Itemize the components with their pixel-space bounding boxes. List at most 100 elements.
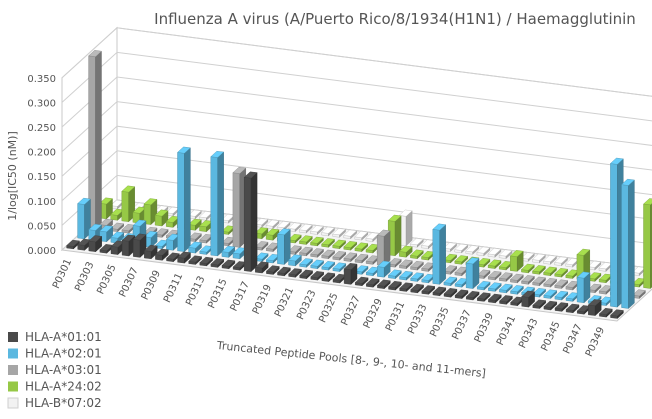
bar-HLA-A*01:01-P0340 — [499, 295, 513, 305]
bar-HLA-A*02:01-P0334 — [443, 276, 458, 287]
bar-HLA-A*02:01-P0324 — [332, 262, 347, 273]
bar-HLA-A*01:01-P0337 — [465, 290, 480, 301]
y-gridline — [61, 101, 652, 171]
bar-HLA-A*24:02-P0339 — [520, 263, 535, 274]
bar-HLA-A*02:01-P0346 — [576, 271, 591, 304]
bar-HLA-A*01:01-P0323 — [310, 271, 325, 281]
bar-HLA-A*01:01-P0311 — [177, 251, 191, 264]
bar-HLA-A*01:01-P0321 — [288, 268, 302, 278]
bar-HLA-A*01:01-P0322 — [299, 269, 314, 280]
bar-HLA-A*02:01-P0321 — [299, 258, 313, 268]
y-axis-label: 1/log[IC50 (nM)] — [6, 131, 19, 221]
legend-item: HLA-A*24:02 — [8, 380, 102, 394]
bar-HLA-A*02:01-P0311 — [188, 241, 202, 254]
bar-HLA-B*07:02-P0333 — [465, 245, 480, 255]
bar-HLA-A*03:01-P0316 — [254, 241, 269, 251]
bar-HLA-A*01:01-P0344 — [543, 300, 558, 311]
bar-HLA-A*02:01-P0338 — [487, 282, 502, 292]
y-tick-label: 0.300 — [27, 98, 56, 109]
bar-HLA-B*07:02-P0323 — [354, 231, 369, 241]
chart-title: Influenza A virus (A/Puerto Rico/8/1934(… — [154, 10, 636, 28]
bar-HLA-A*24:02-P0321 — [321, 238, 335, 248]
bar-HLA-A*24:02-P0341 — [543, 266, 557, 277]
bar-HLA-A*24:02-P0319 — [298, 235, 313, 245]
y-tick-label: 0.050 — [27, 221, 56, 232]
legend-swatch — [8, 332, 18, 342]
bar-HLA-A*02:01-P0339 — [498, 283, 513, 294]
bar-HLA-B*07:02-P0328 — [409, 238, 424, 248]
bar-HLA-A*01:01-P0317 — [243, 171, 258, 273]
bar-HLA-B*07:02-P0341 — [554, 256, 568, 267]
bar-HLA-A*01:01-P0330 — [388, 280, 402, 291]
bar-HLA-A*03:01-P0340 — [521, 275, 535, 285]
bar-HLA-A*02:01-P0329 — [387, 269, 402, 280]
legend-swatch — [8, 381, 18, 392]
bar-HLA-B*07:02-P0339 — [531, 253, 546, 264]
legend-item: HLA-B*07:02 — [7, 396, 102, 410]
bar-HLA-A*03:01-P0324 — [343, 252, 358, 263]
bar-HLA-A*02:01-P0343 — [543, 289, 558, 299]
x-tick-label: P0325 — [317, 291, 340, 324]
bar-HLA-A*03:01-P0325 — [354, 253, 369, 264]
bar-HLA-A*01:01-P0335 — [443, 288, 458, 298]
x-tick-label: P0319 — [251, 283, 274, 316]
bar-HLA-A*02:01-P0323 — [321, 261, 336, 271]
bar-HLA-A*24:02-P0324 — [354, 242, 369, 253]
x-tick-label: P0331 — [384, 300, 407, 333]
bar-HLA-A*02:01-P0317 — [254, 252, 269, 263]
bar-HLA-A*03:01-P0321 — [310, 248, 324, 258]
bar-HLA-A*02:01-P0301 — [77, 197, 91, 240]
legend-label: HLA-A*24:02 — [25, 380, 102, 394]
y-gridline — [61, 125, 652, 196]
bar-HLA-A*24:02-P0320 — [310, 236, 324, 247]
x-tick-label: P0321 — [273, 286, 296, 319]
y-gridline — [61, 76, 652, 146]
y-gridline — [61, 27, 652, 97]
bar-HLA-A*01:01-P0303 — [88, 235, 103, 253]
bar-HLA-B*07:02-P0320 — [321, 226, 335, 237]
bar-HLA-A*01:01-P0320 — [277, 266, 291, 277]
legend-label: HLA-A*02:01 — [25, 347, 102, 361]
y-tick-label: 0.150 — [27, 172, 56, 183]
bar-HLA-A*02:01-P0344 — [554, 290, 569, 301]
bar-HLA-A*01:01-P0349 — [598, 307, 613, 318]
x-tick-label: P0327 — [340, 294, 363, 327]
y-tick-label: 0.250 — [27, 123, 56, 134]
bar-HLA-B*07:02-P0308 — [187, 209, 202, 220]
chart-bars — [66, 50, 652, 319]
y-gridline — [61, 51, 652, 122]
bar-HLA-B*07:02-P0319 — [309, 225, 324, 235]
x-tick-label: P0305 — [95, 263, 118, 296]
bar-HLA-A*01:01-P0350 — [610, 309, 624, 319]
x-tick-label: P0335 — [428, 306, 451, 339]
bar-HLA-A*01:01-P0336 — [454, 289, 469, 300]
legend-label: HLA-A*01:01 — [25, 330, 102, 344]
bar-HLA-A*03:01-P0338 — [498, 272, 513, 282]
x-tick-label: P0349 — [584, 326, 607, 359]
legend-label: HLA-A*03:01 — [25, 363, 102, 377]
bar-HLA-B*07:02-P0340 — [543, 255, 557, 265]
bar-HLA-A*01:01-P0338 — [476, 292, 491, 302]
bar-HLA-A*02:01-P0337 — [476, 280, 491, 291]
x-tick-label: P0307 — [118, 266, 141, 299]
bar-HLA-A*24:02-P0329 — [409, 249, 424, 260]
x-tick-label: P0347 — [562, 323, 585, 356]
y-tick-label: 0.100 — [27, 197, 56, 208]
bar-HLA-B*07:02-P0322 — [343, 229, 358, 240]
x-tick-label: P0309 — [140, 269, 163, 302]
bar-HLA-A*02:01-P0333 — [432, 223, 447, 285]
x-tick-label: P0345 — [539, 320, 562, 353]
bar-HLA-A*02:01-P0331 — [410, 272, 424, 282]
legend-label: HLA-B*07:02 — [25, 396, 102, 410]
bar-HLA-A*01:01-P0327 — [354, 276, 369, 287]
y-gridline — [61, 150, 652, 220]
bar-HLA-A*02:01-P0318 — [265, 253, 280, 264]
x-tick-label: P0313 — [184, 274, 207, 307]
bar-HLA-A*02:01-P0340 — [510, 285, 524, 295]
bar-HLA-A*01:01-P0342 — [521, 290, 536, 308]
x-tick-label: P0343 — [517, 317, 540, 350]
bar-HLA-A*02:01-P0350 — [621, 178, 635, 309]
bar-HLA-A*03:01-P0342 — [543, 278, 558, 288]
y-tick-label: 0.350 — [27, 74, 56, 85]
bar-HLA-A*01:01-P0318 — [254, 261, 269, 274]
